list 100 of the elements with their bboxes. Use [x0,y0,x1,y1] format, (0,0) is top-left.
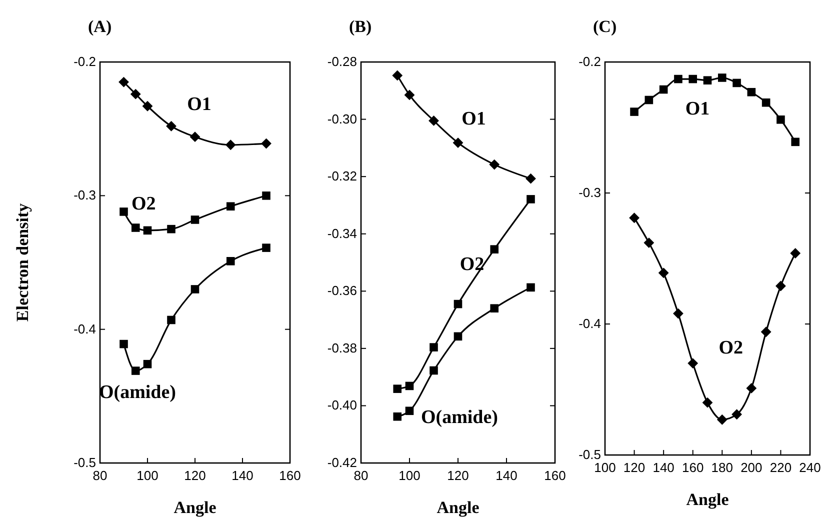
point [120,340,128,348]
point [732,78,741,88]
x-tick-label: 100 [136,468,158,483]
point [130,89,141,100]
point [190,285,200,294]
x-tick-label: 120 [184,468,206,483]
point [630,108,638,116]
point [746,383,756,394]
point [143,226,152,235]
y-tick-label: -0.28 [327,54,357,69]
x-tick-label: 220 [770,460,792,475]
x-tick-label: 80 [92,468,108,483]
y-tick-label: -0.40 [327,398,357,413]
point [262,244,270,252]
point [526,174,536,184]
point [644,238,654,248]
y-tick-label: -0.5 [578,447,601,462]
point [430,366,438,375]
point [118,77,129,88]
point [405,406,414,416]
point [717,414,728,425]
point [142,101,152,112]
point [688,358,698,368]
chart-title: (B) [349,17,372,36]
point [131,224,140,232]
y-tick-label: -0.32 [327,168,357,184]
point [428,116,439,126]
y-tick-label: -0.30 [327,111,357,126]
y-tick-label: -0.5 [74,455,96,470]
x-tick-label: 80 [354,468,368,483]
point [629,212,640,223]
point [454,300,462,308]
point [167,224,176,234]
point [526,283,535,292]
y-tick-label: -0.2 [74,54,96,69]
y-tick-label: -0.4 [74,321,96,336]
chart-title: (A) [88,17,112,36]
point [430,343,438,352]
series-label: O1 [685,98,710,120]
x-tick-label: 240 [799,460,821,475]
point [226,140,236,150]
x-tick-label: 160 [682,460,704,475]
y-tick-label: -0.36 [327,283,357,298]
y-tick-label: -0.2 [578,54,601,69]
y-tick-label: -0.34 [327,226,357,241]
series-label: O(amide) [98,382,176,404]
series-label: O2 [718,337,743,358]
x-tick-label: 100 [594,460,616,475]
y-tick-label: -0.42 [327,455,357,470]
point [658,268,669,278]
y-tick-label: -0.4 [578,316,601,331]
point [393,384,402,393]
x-axis-title: Angle [174,498,217,517]
point [454,332,462,341]
point [761,326,772,337]
series-label: O1 [187,94,212,116]
y-axis-title: Electron density [13,202,32,322]
point [166,121,176,132]
x-tick-label: 120 [623,460,646,475]
x-tick-label: 160 [544,468,566,483]
point [644,96,654,104]
x-axis-title: Angle [686,490,730,509]
point [131,366,140,375]
point [143,360,152,368]
y-tick-label: -0.38 [327,340,357,356]
series-label: O2 [460,254,484,276]
x-tick-label: 120 [447,468,469,483]
point [747,88,756,96]
x-tick-label: 160 [279,468,301,483]
point [490,304,499,312]
point [526,195,535,204]
point [190,132,200,142]
point [732,409,742,420]
point [776,115,785,124]
point [718,74,726,82]
point [226,257,235,266]
point [790,248,800,258]
y-tick-label: -0.3 [74,188,96,203]
point [393,412,402,421]
point [392,70,402,80]
point [776,281,786,292]
point [490,245,499,254]
series-label: O(amide) [420,406,498,428]
point [261,138,272,149]
point [673,308,684,319]
point [791,138,800,146]
x-tick-label: 180 [711,460,733,475]
series-label: O2 [131,194,156,215]
x-axis-title: Angle [436,498,480,517]
point [226,202,235,211]
point [489,160,500,170]
x-tick-label: 100 [398,468,420,483]
x-tick-label: 140 [232,468,254,483]
point [674,74,682,84]
point [702,398,712,408]
point [762,98,770,107]
point [167,316,176,324]
point [453,138,463,148]
point [404,90,414,100]
x-tick-label: 140 [652,460,674,475]
